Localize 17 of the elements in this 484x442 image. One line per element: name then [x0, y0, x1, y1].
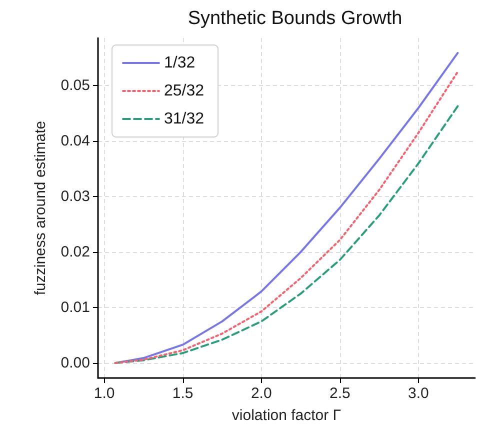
x-tick-label: 3.0	[408, 385, 429, 402]
y-tick-label: 0.01	[60, 299, 90, 316]
y-tick-label: 0.05	[60, 77, 90, 94]
legend-label: 25/32	[164, 82, 204, 100]
x-tick-label: 1.5	[172, 385, 194, 402]
y-tick-label: 0.02	[60, 244, 90, 261]
legend-label: 1/32	[164, 54, 196, 72]
chart-title: Synthetic Bounds Growth	[188, 8, 402, 29]
x-axis-title: violation factor Γ	[232, 407, 342, 424]
x-tick-label: 1.0	[94, 385, 115, 402]
y-tick-label: 0.03	[60, 188, 90, 206]
y-tick-label: 0.04	[60, 132, 90, 150]
y-tick-label: 0.00	[60, 354, 90, 372]
legend-label: 31/32	[164, 110, 204, 128]
x-tick-label: 2.0	[250, 385, 272, 402]
x-tick-label: 2.5	[329, 385, 350, 402]
y-axis-title: fuzziness around estimate	[32, 120, 49, 296]
